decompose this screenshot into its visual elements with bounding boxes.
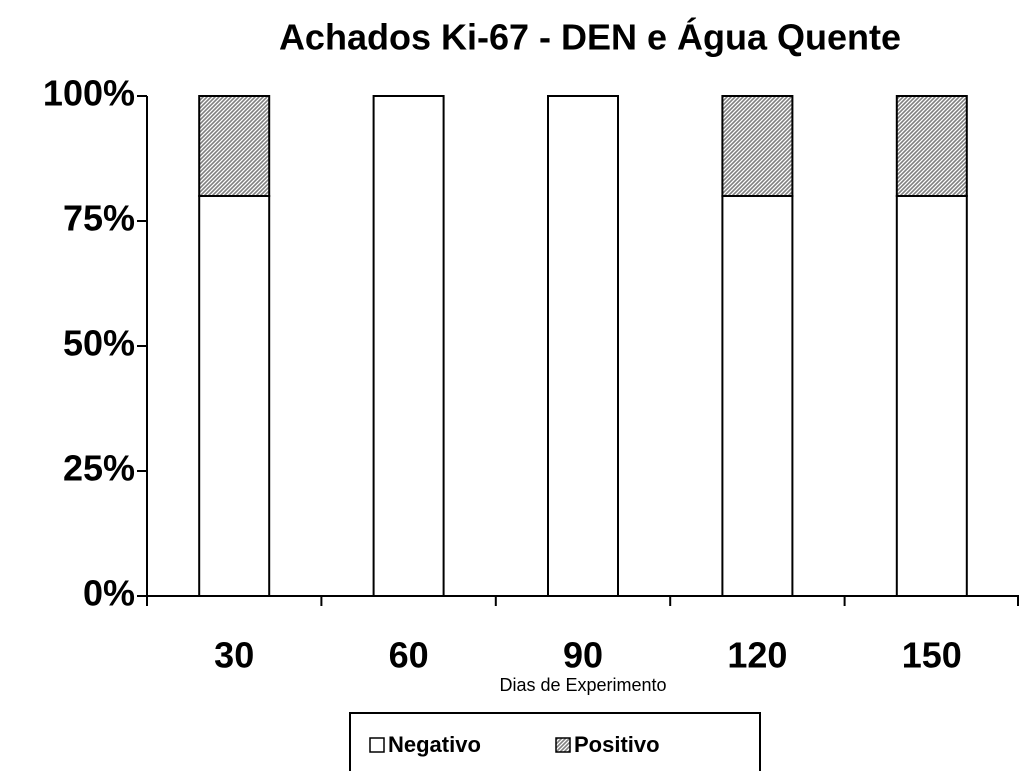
bar-segment <box>198 95 271 197</box>
bar-segment <box>372 95 445 597</box>
x-tick-label: 150 <box>902 635 962 676</box>
bar-segment <box>721 195 794 597</box>
legend-swatch <box>369 737 385 753</box>
legend-swatch <box>555 737 571 753</box>
legend-label: Positivo <box>574 732 660 757</box>
bar-segment <box>721 95 794 197</box>
y-tick-label: 75% <box>63 198 135 239</box>
y-tick-label: 100% <box>43 73 135 114</box>
bar-segment <box>895 95 968 197</box>
y-tick-label: 50% <box>63 323 135 364</box>
bar-segment <box>547 95 619 597</box>
bar-segment <box>895 195 968 597</box>
x-axis-label: Dias de Experimento <box>499 675 666 695</box>
y-tick-label: 25% <box>63 448 135 489</box>
x-tick-label: 120 <box>727 635 787 676</box>
y-tick-label: 0% <box>83 573 135 614</box>
chart-title: Achados Ki-67 - DEN e Água Quente <box>279 17 901 58</box>
x-tick-label: 30 <box>214 635 254 676</box>
legend-label: Negativo <box>388 732 481 757</box>
legend-box <box>349 712 761 771</box>
x-tick-label: 90 <box>563 635 603 676</box>
bar-segment <box>198 195 271 597</box>
x-tick-label: 60 <box>389 635 429 676</box>
